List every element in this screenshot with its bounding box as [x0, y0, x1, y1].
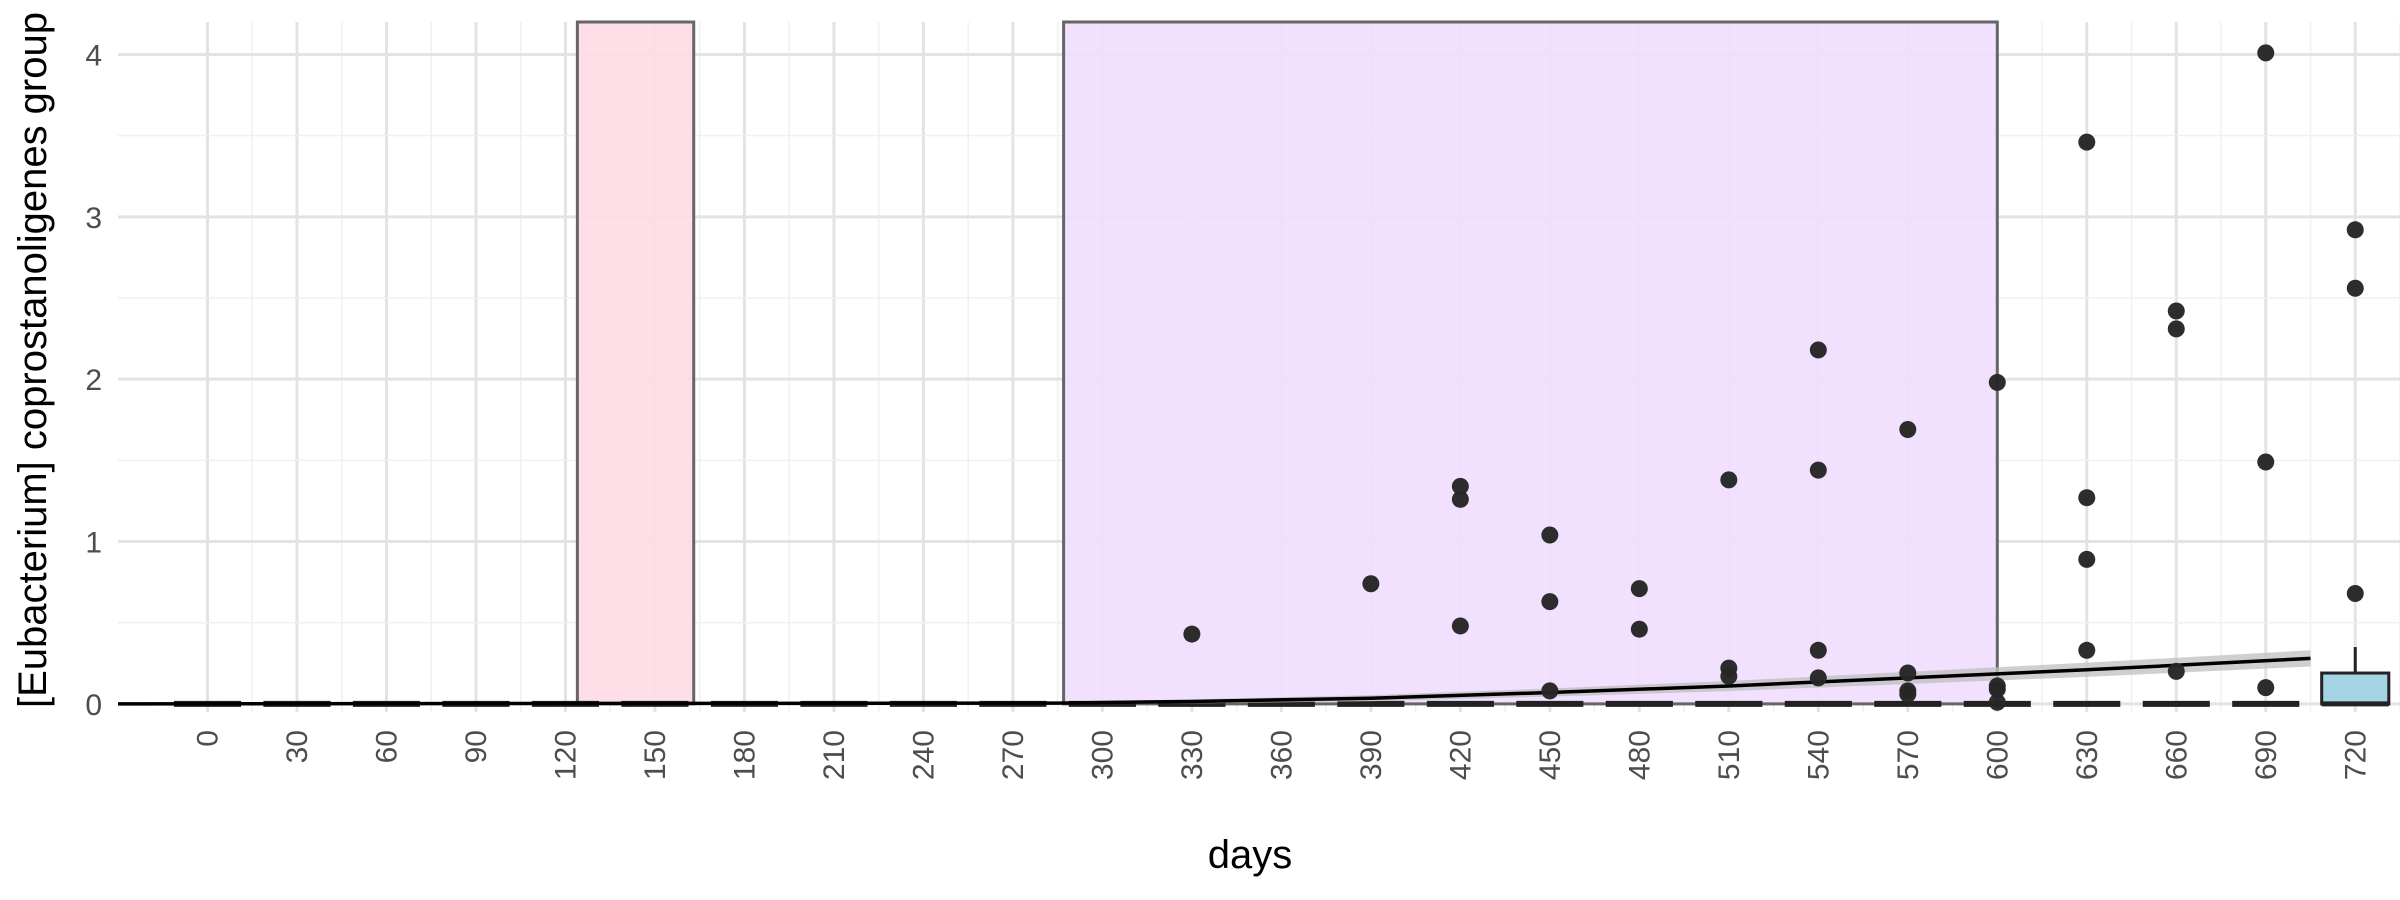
data-point	[1988, 373, 2006, 391]
data-point	[2257, 453, 2275, 471]
data-point	[2346, 584, 2364, 602]
x-tick-label: 540	[1802, 730, 1835, 780]
data-point	[1899, 421, 1917, 439]
data-point	[1541, 593, 1559, 611]
points-layer	[1183, 44, 2364, 711]
x-axis-title: days	[1208, 833, 1293, 877]
x-tick-label: 390	[1355, 730, 1388, 780]
data-point	[1451, 617, 1469, 635]
data-point	[1809, 341, 1827, 359]
data-point	[2346, 279, 2364, 297]
x-tick-labels: 0 30 60 90 120 150 180 210 240 270 300 330 360 390 420…	[191, 730, 2372, 780]
data-point	[2167, 302, 2185, 320]
data-point	[1809, 669, 1827, 687]
x-tick-label: 480	[1623, 730, 1656, 780]
data-point	[1451, 490, 1469, 508]
y-tick-labels: 0 1 2 3 4	[85, 39, 102, 721]
data-point	[2167, 662, 2185, 680]
x-tick-label: 270	[997, 730, 1030, 780]
data-point	[1183, 625, 1201, 643]
x-tick-label: 660	[2160, 730, 2193, 780]
x-tick-label: 300	[1086, 730, 1119, 780]
data-point	[1809, 461, 1827, 479]
x-tick-label: 60	[370, 730, 403, 763]
x-tick-label: 420	[1444, 730, 1477, 780]
x-tick-label: 720	[2339, 730, 2372, 780]
data-point	[2078, 489, 2096, 507]
highlight-regions	[575, 20, 1999, 706]
data-point	[1809, 641, 1827, 659]
y-tick-label: 2	[85, 364, 102, 397]
trend-confidence-band	[118, 650, 2311, 704]
data-point	[2167, 320, 2185, 338]
data-point	[1720, 667, 1738, 685]
x-tick-label: 180	[728, 730, 761, 780]
y-tick-label: 0	[85, 689, 102, 722]
x-tick-label: 120	[549, 730, 582, 780]
y-tick-label: 1	[85, 527, 102, 560]
x-tick-label: 690	[2250, 730, 2283, 780]
x-tick-label: 90	[460, 730, 493, 763]
x-tick-label: 150	[639, 730, 672, 780]
y-axis-title: [Eubacterium] coprostanoligenes group	[11, 12, 55, 708]
highlight-region-2	[1062, 20, 1999, 706]
data-point	[1451, 477, 1469, 495]
data-point	[1630, 580, 1648, 598]
data-point	[2078, 133, 2096, 151]
x-tick-label: 210	[818, 730, 851, 780]
x-tick-label: 630	[2071, 730, 2104, 780]
y-tick-label: 4	[85, 39, 102, 72]
data-point	[1720, 471, 1738, 489]
data-point	[1899, 685, 1917, 703]
x-tick-label: 0	[191, 730, 224, 747]
x-tick-label: 510	[1713, 730, 1746, 780]
data-point	[1899, 664, 1917, 682]
data-point	[1362, 575, 1380, 593]
x-tick-label: 450	[1534, 730, 1567, 780]
data-point	[2257, 44, 2275, 62]
x-tick-label: 360	[1265, 730, 1298, 780]
data-point	[1630, 620, 1648, 638]
data-point	[2346, 221, 2364, 239]
x-tick-label: 240	[907, 730, 940, 780]
x-tick-label: 600	[1981, 730, 2014, 780]
x-tick-label: 30	[281, 730, 314, 763]
data-point	[2257, 679, 2275, 697]
box-720	[2320, 671, 2391, 706]
x-tick-label: 330	[1176, 730, 1209, 780]
data-point	[1541, 526, 1559, 544]
highlight-region-1	[575, 20, 696, 706]
data-point	[2078, 641, 2096, 659]
data-point	[1988, 693, 2006, 711]
data-point	[1541, 682, 1559, 700]
data-point	[2078, 550, 2096, 568]
data-point	[1988, 680, 2006, 698]
y-tick-label: 3	[85, 202, 102, 235]
x-tick-label: 570	[1892, 730, 1925, 780]
